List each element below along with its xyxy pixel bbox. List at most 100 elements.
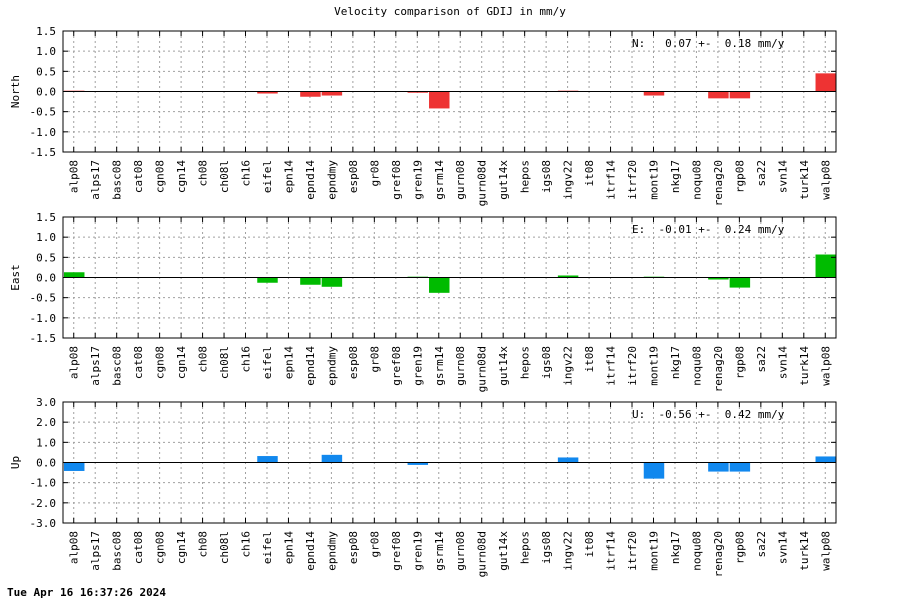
x-tick-label: turk14: [798, 160, 811, 200]
x-tick-label: esp08: [347, 531, 360, 564]
y-tick-label: -1.0: [30, 477, 57, 490]
x-tick-label: itrf20: [626, 160, 639, 200]
x-tick-label: ingv22: [562, 346, 575, 386]
x-tick-label: alp08: [68, 531, 81, 564]
bar-rgp08: [729, 91, 751, 99]
x-tick-label: igs08: [540, 160, 553, 193]
bar-eifel: [257, 277, 278, 283]
x-tick-label: gren19: [411, 531, 424, 571]
x-tick-label: turk14: [798, 346, 811, 386]
x-tick-label: ch16: [240, 531, 253, 558]
x-tick-label: gurn08: [454, 346, 467, 386]
bar-ingv22: [557, 457, 579, 463]
stat-annotation: N: 0.07 +- 0.18 mm/y: [632, 37, 785, 50]
x-tick-label: rgp08: [733, 346, 746, 379]
x-tick-label: ch16: [240, 346, 253, 373]
bar-rgp08: [729, 462, 751, 472]
x-tick-label: cgn14: [175, 531, 188, 564]
bar-renag20: [708, 277, 729, 280]
x-tick-label: gref08: [390, 346, 403, 386]
x-tick-label: epn14: [282, 346, 295, 379]
x-tick-label: alp08: [68, 346, 81, 379]
bar-eifel: [257, 91, 278, 94]
x-tick-label: ch16: [240, 160, 253, 187]
x-tick-label: alp08: [68, 160, 81, 193]
bar-alp08: [64, 462, 85, 471]
x-tick-label: sa22: [755, 160, 768, 187]
y-tick-label: 1.5: [36, 211, 56, 224]
x-tick-label: svn14: [776, 346, 789, 379]
x-tick-label: igs08: [540, 346, 553, 379]
x-tick-label: noqu08: [690, 160, 703, 200]
x-tick-label: epnd14: [304, 346, 317, 386]
x-tick-label: cgn14: [175, 160, 188, 193]
x-tick-label: cgn08: [154, 160, 167, 193]
x-tick-label: rgp08: [733, 160, 746, 193]
x-tick-label: noqu08: [690, 531, 703, 571]
bar-rgp08: [729, 277, 751, 288]
x-tick-label: epnd14: [304, 160, 317, 200]
y-axis-label: East: [9, 264, 22, 291]
y-tick-label: -0.5: [30, 106, 57, 119]
x-tick-label: gref08: [390, 160, 403, 200]
x-tick-label: basc08: [111, 160, 124, 200]
x-tick-label: it08: [583, 346, 596, 373]
x-tick-label: it08: [583, 160, 596, 187]
y-tick-label: 2.0: [36, 416, 56, 429]
bar-alp08: [64, 272, 85, 278]
bar-renag20: [708, 91, 729, 99]
x-tick-label: cat08: [132, 346, 145, 379]
x-tick-label: ch08l: [218, 160, 231, 193]
x-tick-label: renag20: [712, 531, 725, 577]
bar-epndmy: [321, 91, 343, 96]
bar-eifel: [257, 456, 278, 463]
y-axis-label: Up: [9, 456, 22, 469]
bar-epndmy: [321, 454, 343, 463]
x-tick-label: eifel: [261, 531, 274, 564]
x-tick-label: gurn08d: [476, 346, 489, 392]
x-tick-label: it08: [583, 531, 596, 558]
y-axis-label: North: [9, 75, 22, 108]
stat-annotation: U: -0.56 +- 0.42 mm/y: [632, 408, 785, 421]
x-tick-label: nkg17: [669, 346, 682, 379]
x-tick-label: gurn08d: [476, 531, 489, 577]
y-tick-label: 0.0: [36, 86, 56, 99]
x-tick-label: gurn08: [454, 531, 467, 571]
bar-epnd14: [300, 91, 321, 97]
x-tick-label: gsrm14: [433, 160, 446, 200]
bar-gren19: [407, 462, 429, 465]
x-tick-label: epndmy: [325, 160, 338, 200]
x-tick-label: eifel: [261, 160, 274, 193]
x-tick-label: nkg17: [669, 160, 682, 193]
bar-walp08: [815, 254, 836, 278]
x-tick-label: walp08: [819, 531, 832, 571]
x-tick-label: igs08: [540, 531, 553, 564]
x-tick-label: esp08: [347, 346, 360, 379]
y-tick-label: 3.0: [36, 396, 56, 409]
x-tick-label: itrf14: [605, 346, 618, 386]
x-tick-label: epndmy: [325, 346, 338, 386]
x-tick-label: sa22: [755, 346, 768, 373]
bar-epnd14: [300, 277, 321, 285]
x-tick-label: nkg17: [669, 531, 682, 564]
x-tick-label: renag20: [712, 346, 725, 392]
bar-ingv22: [557, 275, 579, 278]
x-tick-label: sa22: [755, 531, 768, 558]
x-tick-label: hepos: [519, 346, 532, 379]
x-tick-label: turk14: [798, 531, 811, 571]
y-tick-label: 0.5: [36, 65, 56, 78]
timestamp: Tue Apr 16 16:37:26 2024: [7, 586, 166, 599]
x-tick-label: gr08: [368, 531, 381, 558]
x-tick-label: itrf14: [605, 160, 618, 200]
y-tick-label: -1.0: [30, 126, 57, 139]
x-tick-label: basc08: [111, 346, 124, 386]
x-tick-label: ch08l: [218, 346, 231, 379]
x-tick-label: ingv22: [562, 531, 575, 571]
x-tick-label: mont19: [647, 531, 660, 571]
x-tick-label: svn14: [776, 160, 789, 193]
x-tick-label: gren19: [411, 346, 424, 386]
x-tick-label: epn14: [282, 531, 295, 564]
x-tick-label: esp08: [347, 160, 360, 193]
